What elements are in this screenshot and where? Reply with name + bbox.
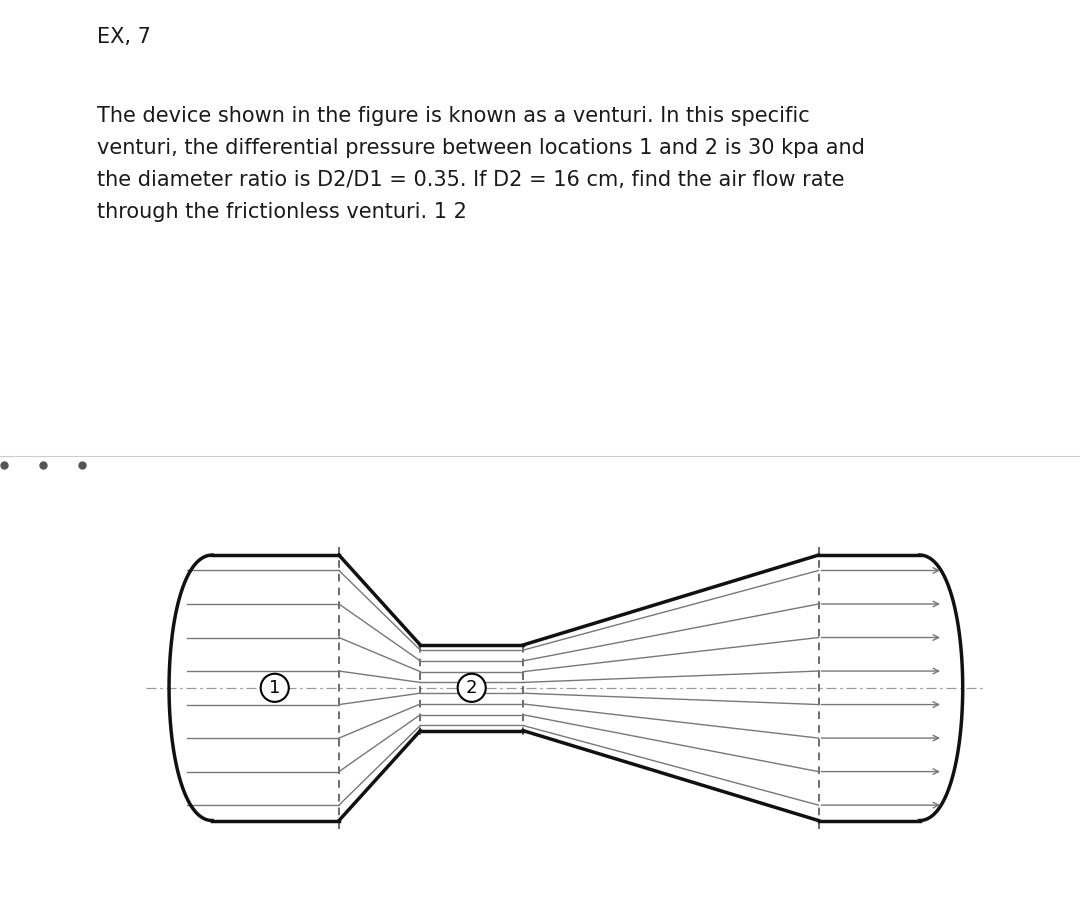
Text: EX, 7: EX, 7 (97, 27, 151, 47)
Text: The device shown in the figure is known as a venturi. In this specific
venturi, : The device shown in the figure is known … (97, 106, 865, 221)
Text: 2: 2 (465, 679, 477, 697)
Text: 1: 1 (269, 679, 281, 697)
